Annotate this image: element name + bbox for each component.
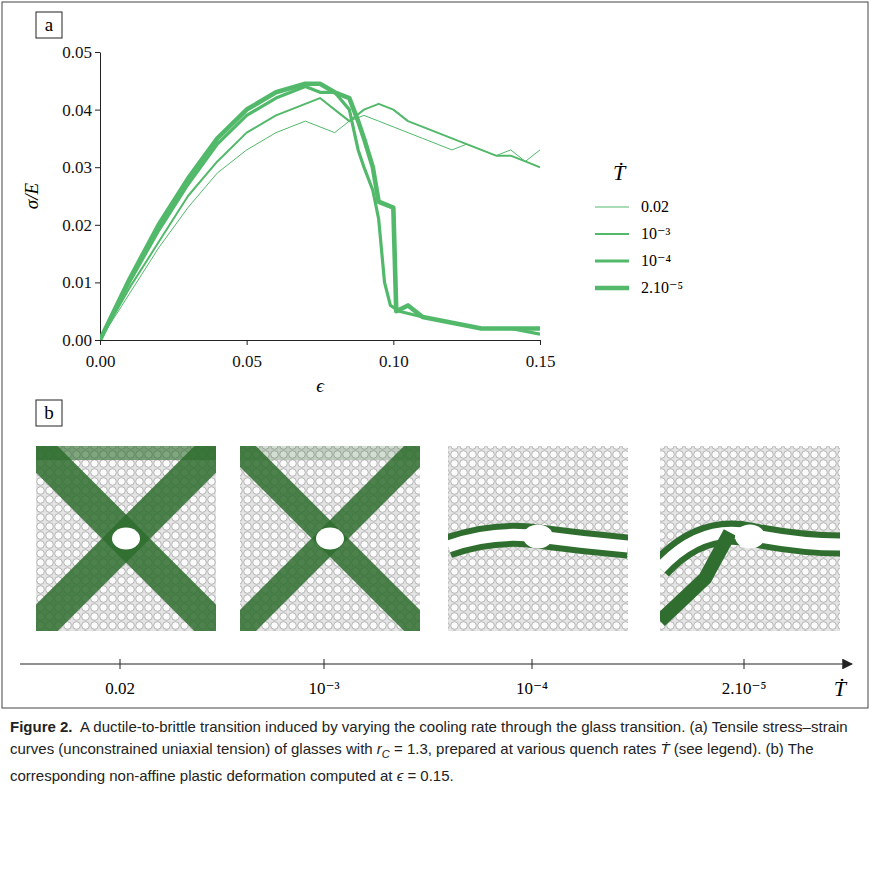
tick-label: 0.10 <box>379 352 409 371</box>
legend-title: Ṫ <box>613 160 627 185</box>
panel-label-box <box>36 400 62 426</box>
y-axis: 0.00 0.01 0.02 0.03 0.04 0.05 <box>62 43 100 350</box>
tick: 0.15 <box>526 340 556 371</box>
snapshot <box>448 446 628 631</box>
caption: Figure 2. A ductile-to-brittle transitio… <box>10 716 860 787</box>
plot-lines <box>100 84 540 340</box>
tick: 0.00 <box>62 331 100 350</box>
tick-mark <box>100 340 101 345</box>
tick-label: 0.00 <box>86 352 116 371</box>
legend-swatch <box>595 233 629 235</box>
tick-label: 0.05 <box>62 43 92 62</box>
tick-label: 0.05 <box>232 352 262 371</box>
tick: 0.01 <box>62 273 100 292</box>
caption-text: r <box>377 740 382 757</box>
caption-text: = 0.15. <box>403 767 453 784</box>
caption-text: ϵ <box>397 767 404 784</box>
legend-swatch <box>595 286 629 291</box>
legend-label: 2.10⁻⁵ <box>641 279 683 296</box>
tick-mark <box>95 225 100 226</box>
tick-mark <box>95 110 100 111</box>
figure: a0.000.050.100.150.000.010.020.030.040.0… <box>0 0 872 712</box>
rate-tick <box>744 659 745 669</box>
snapshot <box>36 446 216 631</box>
tick-label: 0.03 <box>62 158 92 177</box>
series-line <box>100 84 540 340</box>
tick: 0.03 <box>62 158 100 177</box>
legend-swatch <box>595 207 629 208</box>
panel-label-text: b <box>44 402 54 423</box>
caption-text: Ṫ <box>660 740 669 757</box>
tick-label: 0.15 <box>526 352 556 371</box>
axis-line <box>100 53 101 341</box>
tick: 0.02 <box>62 216 100 235</box>
panel-label-box <box>36 12 62 38</box>
tick: 0.10 <box>379 340 409 371</box>
legend-label: 10⁻³ <box>641 225 670 242</box>
caption-text: Figure 2. <box>10 718 73 735</box>
tick-label: 0.01 <box>62 273 92 292</box>
legend-swatch <box>595 259 629 262</box>
tick: 0.05 <box>62 43 100 62</box>
snapshot <box>660 446 840 631</box>
rate-tick <box>324 659 325 669</box>
tick: 0.04 <box>62 101 100 120</box>
tick-mark <box>95 167 100 168</box>
snapshot <box>240 446 420 631</box>
caption-text: = 1.3, prepared at various quench rates <box>390 740 661 757</box>
x-axis-title: ϵ <box>316 375 325 396</box>
series-line <box>100 115 540 340</box>
x-axis: 0.00 0.05 0.10 0.15 <box>86 340 556 371</box>
y-axis-title: σ/E <box>21 182 42 209</box>
figure-frame <box>2 2 868 708</box>
tick-mark <box>95 282 100 283</box>
tick-mark <box>540 340 541 345</box>
tick-mark <box>95 340 100 341</box>
panel-label-text: a <box>45 14 54 35</box>
legend-label: 10⁻⁴ <box>641 252 671 269</box>
rate-tick-label: 2.10⁻⁵ <box>722 679 767 698</box>
panel-label: a <box>36 12 62 38</box>
tick-mark <box>247 340 248 345</box>
rate-tick-label: 10⁻³ <box>308 679 339 698</box>
rate-axis <box>20 663 852 664</box>
rate-tick <box>120 659 121 669</box>
rate-axis-title: Ṫ <box>834 676 848 701</box>
panel-label: b <box>36 400 62 426</box>
tick: 0.05 <box>232 340 262 371</box>
tick-label: 0.02 <box>62 216 92 235</box>
caption-text: C <box>382 748 390 760</box>
rate-tick <box>532 659 533 669</box>
tick-label: 0.00 <box>62 331 92 350</box>
tick-mark <box>393 340 394 345</box>
legend: Ṫ 0.02 10⁻³ 10⁻⁴ 2.10⁻⁵ <box>595 160 683 296</box>
legend-label: 0.02 <box>641 198 669 215</box>
axis-line <box>101 340 541 341</box>
rate-tick-label: 0.02 <box>105 679 135 698</box>
tick-label: 0.04 <box>62 101 92 120</box>
rate-tick-label: 10⁻⁴ <box>516 679 548 698</box>
tick-mark <box>95 52 100 53</box>
